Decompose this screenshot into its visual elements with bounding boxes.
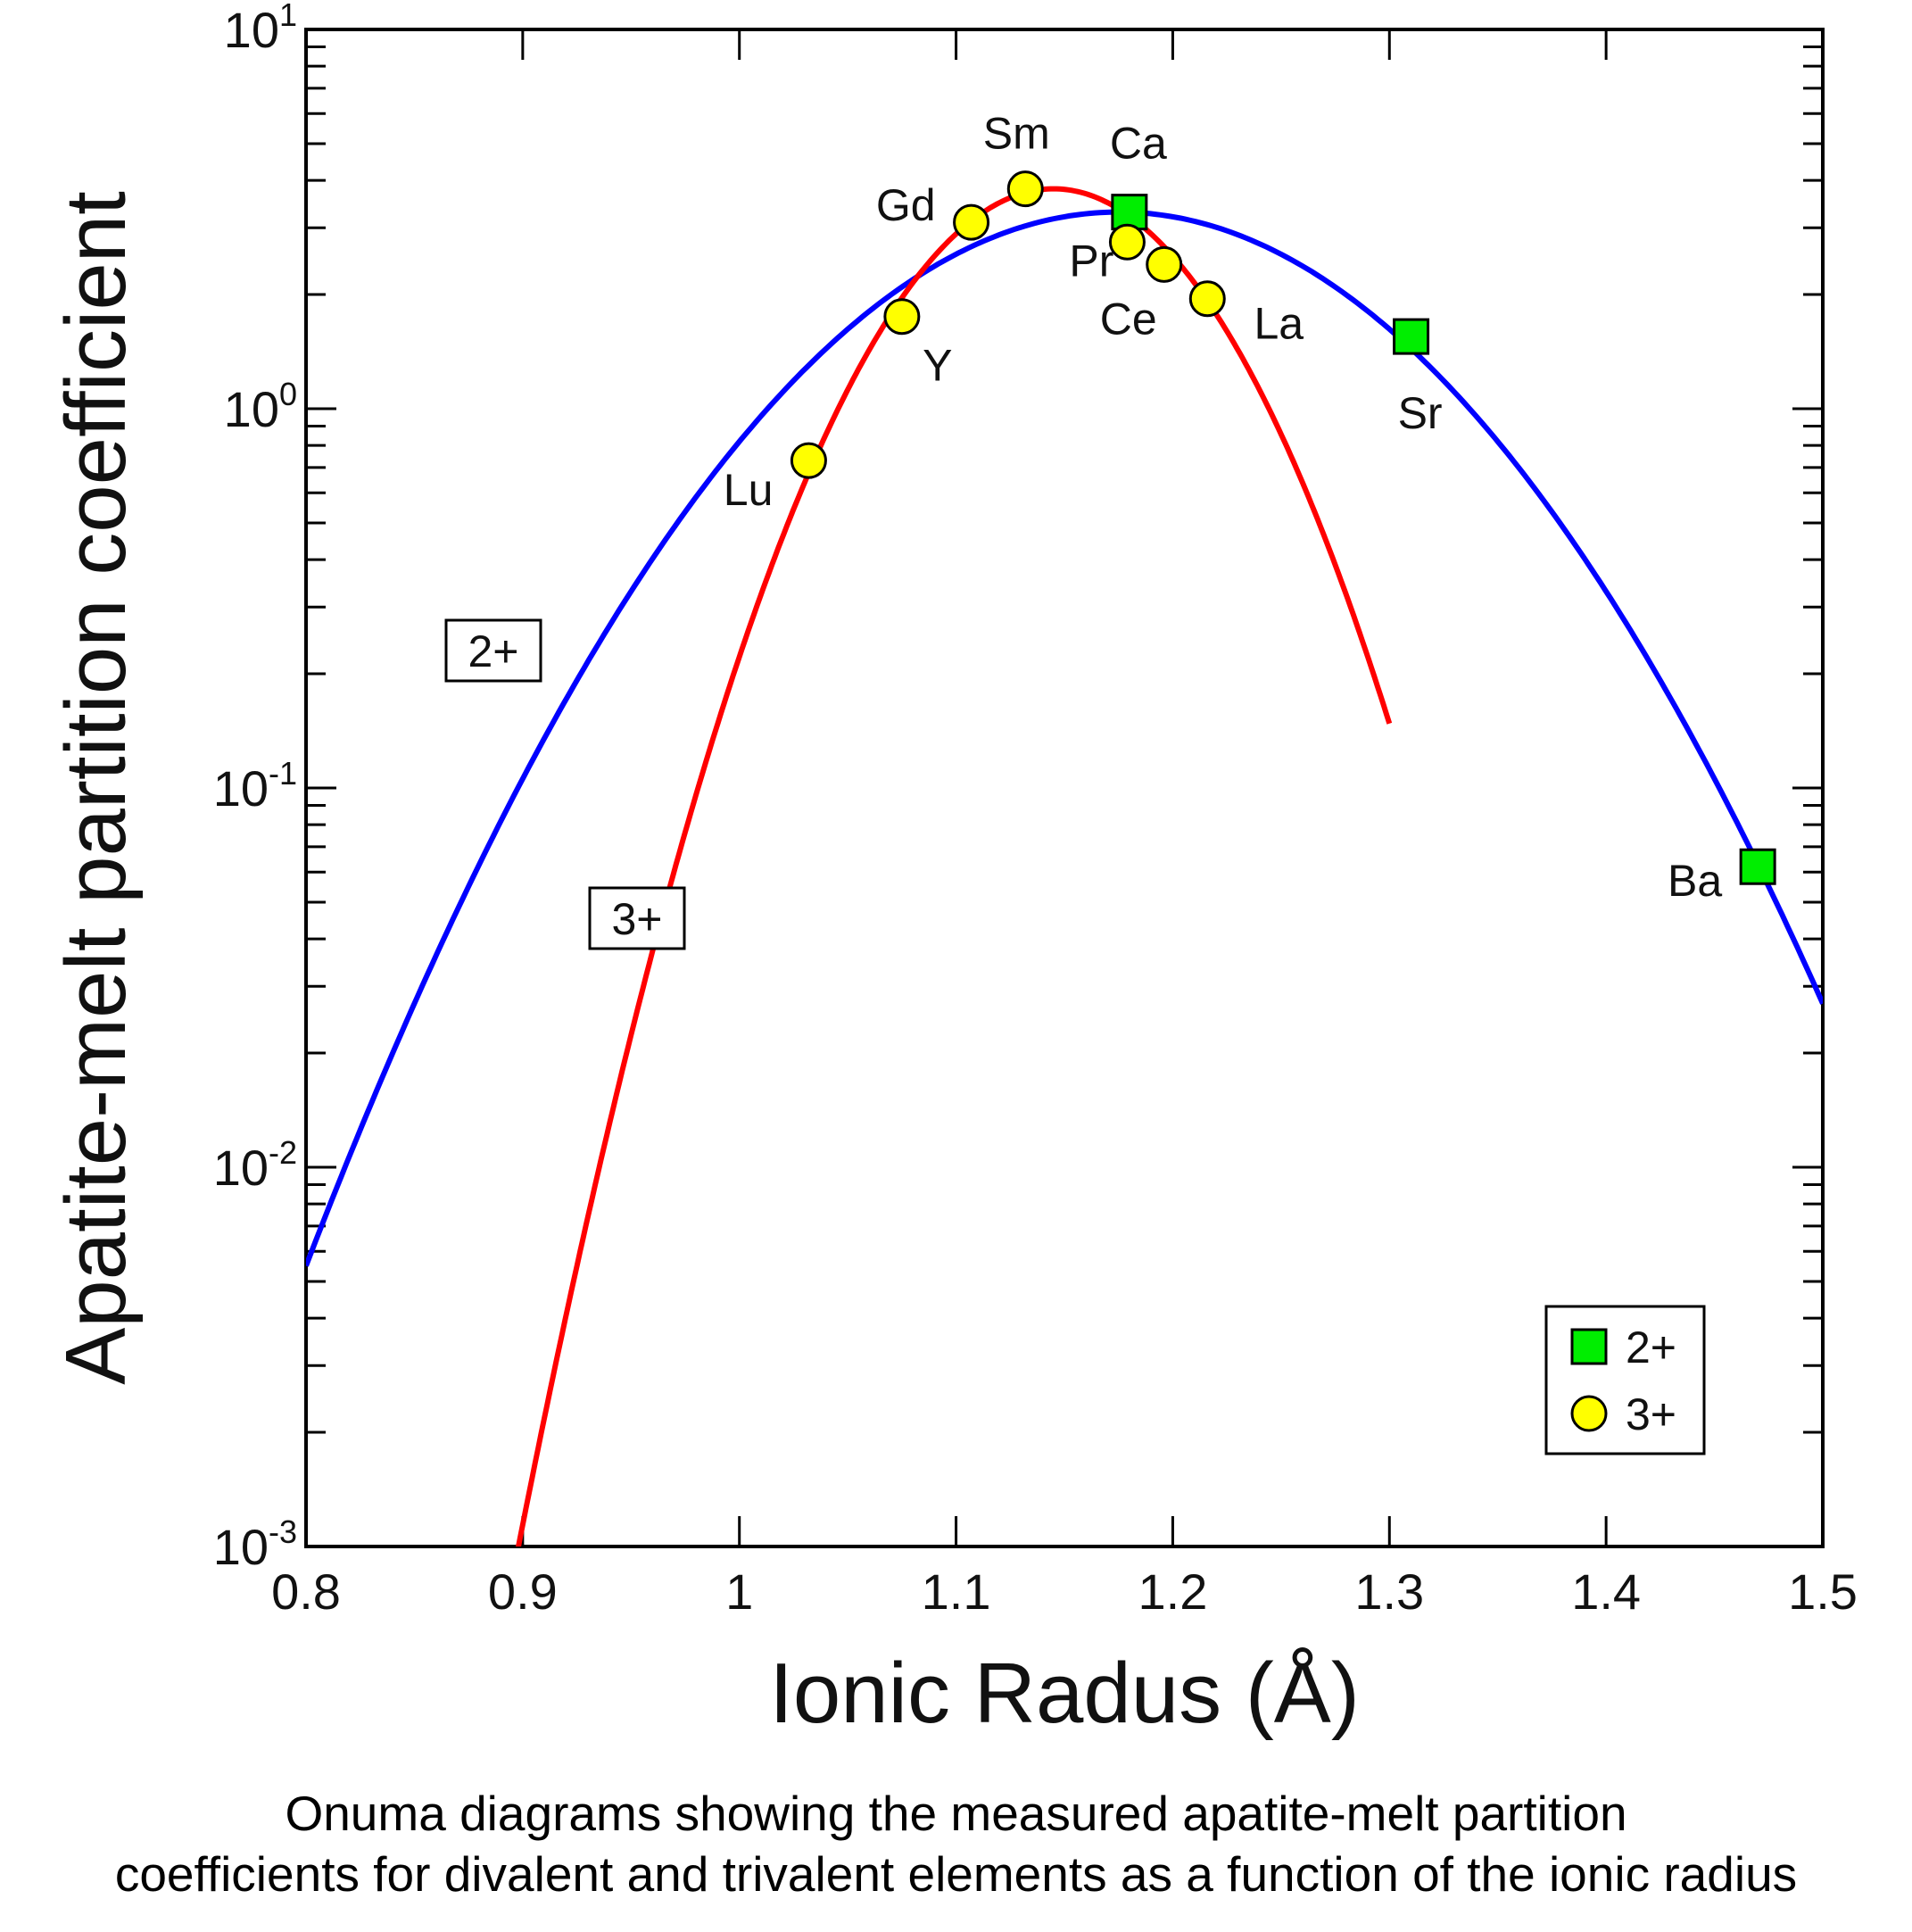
y-tick-label: 101 xyxy=(224,0,297,58)
y-axis-title: Apatite-melt partition coefficient xyxy=(48,191,144,1385)
point-ca xyxy=(1111,194,1148,231)
x-tick-label: 1.2 xyxy=(1138,1563,1207,1620)
point-pr xyxy=(1108,223,1146,261)
curve-label-box xyxy=(588,886,686,950)
y-tick-label: 10-1 xyxy=(213,755,297,817)
point-labels: Ca Sr Ba Lu Y Gd Sm Pr Ce La xyxy=(724,109,1723,907)
point-la xyxy=(1188,280,1226,318)
point-label-ca: Ca xyxy=(1110,119,1167,169)
x-tick-label: 1.4 xyxy=(1571,1563,1641,1620)
point-label-sm: Sm xyxy=(983,109,1050,159)
fit-curve-divalent xyxy=(306,209,1823,1267)
curve-label-trivalent: 3+ xyxy=(588,886,686,950)
curve-label-text: 3+ xyxy=(611,894,662,944)
curve-label-divalent: 2+ xyxy=(444,618,542,683)
caption-line-2: coefficients for divalent and trivalent … xyxy=(114,1846,1798,1902)
point-label-pr: Pr xyxy=(1069,236,1113,286)
x-axis-title: Ionic Radus (Å) xyxy=(769,1646,1360,1741)
x-tick-label: 1.3 xyxy=(1354,1563,1424,1620)
legend-marker-circle xyxy=(1570,1395,1608,1432)
point-label-la: La xyxy=(1254,299,1304,349)
y-tick-label: 10-2 xyxy=(213,1134,297,1196)
point-label-ce: Ce xyxy=(1100,294,1157,344)
point-label-sr: Sr xyxy=(1398,388,1443,438)
legend-label: 3+ xyxy=(1626,1389,1676,1439)
axis-ticks xyxy=(304,29,1825,1548)
point-sm xyxy=(1006,170,1044,208)
y-tick-label: 100 xyxy=(224,376,297,437)
x-tick-label: 1.5 xyxy=(1788,1563,1858,1620)
fit-curves xyxy=(306,186,1823,1546)
point-ce xyxy=(1146,245,1183,283)
point-y xyxy=(883,298,921,336)
legend-marker-square xyxy=(1570,1328,1608,1365)
curve-labels: 2+ 3+ xyxy=(444,618,686,950)
x-tick-labels: 0.8 0.9 1 1.1 1.2 1.3 1.4 1.5 xyxy=(271,1563,1858,1620)
x-tick-label: 0.8 xyxy=(271,1563,341,1620)
point-label-gd: Gd xyxy=(876,180,936,230)
point-label-ba: Ba xyxy=(1668,856,1722,906)
x-tick-label: 0.9 xyxy=(488,1563,558,1620)
figure-caption: Onuma diagrams showing the measured apat… xyxy=(0,1783,1912,1904)
legend: 2+3+ xyxy=(1544,1305,1706,1455)
fit-curve-trivalent xyxy=(516,186,1393,1546)
point-label-y: Y xyxy=(923,341,952,391)
point-ba xyxy=(1739,848,1776,885)
curve-label-text: 2+ xyxy=(468,626,518,676)
y-tick-labels: 101 100 10-1 10-2 10-3 xyxy=(213,0,297,1575)
legend-label: 2+ xyxy=(1626,1323,1676,1372)
point-gd xyxy=(953,203,990,241)
data-points xyxy=(790,170,1776,885)
y-tick-label: 10-3 xyxy=(213,1513,297,1575)
point-label-lu: Lu xyxy=(724,465,774,515)
caption-line-1: Onuma diagrams showing the measured apat… xyxy=(285,1786,1627,1841)
curve-label-box xyxy=(444,618,542,683)
x-tick-label: 1.1 xyxy=(922,1563,991,1620)
point-sr xyxy=(1393,318,1430,355)
point-lu xyxy=(790,442,827,479)
x-tick-label: 1 xyxy=(725,1563,753,1620)
